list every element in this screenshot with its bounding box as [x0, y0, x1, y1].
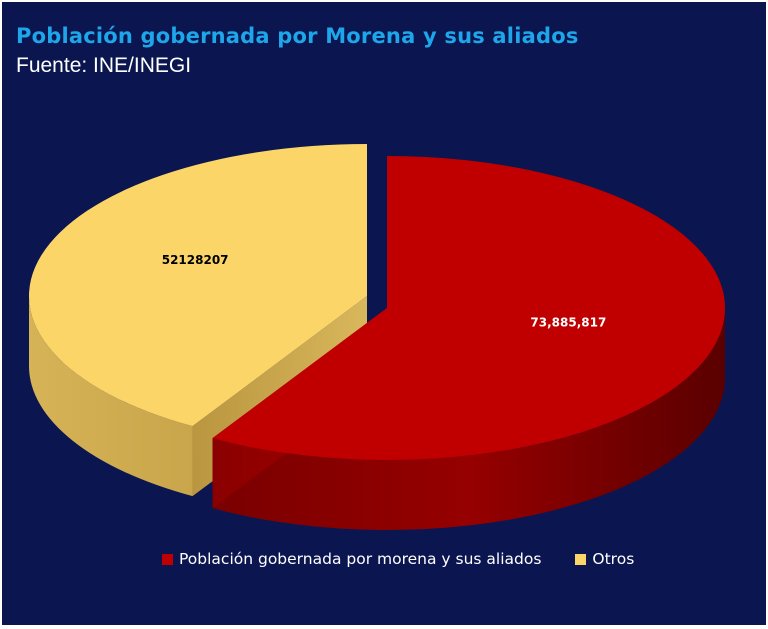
slice-otros-side [29, 296, 193, 497]
legend-swatch-morena [162, 553, 173, 565]
data-label-morena: 73,885,817 [530, 315, 606, 329]
legend-swatch-otros [575, 553, 587, 565]
legend-item-morena: Población gobernada por morena y sus ali… [162, 550, 541, 568]
slice-morena-side [212, 308, 726, 530]
slice-morena [212, 156, 725, 460]
chart-subtitle: Fuente: INE/INEGI [16, 54, 192, 77]
chart-title: Población gobernada por Morena y sus ali… [16, 24, 579, 48]
legend-item-otros: Otros [575, 550, 634, 568]
legend-label-morena: Población gobernada por morena y sus ali… [179, 550, 542, 568]
data-label-otros: 52128207 [162, 253, 229, 267]
slice-otros [29, 144, 368, 427]
legend-label-otros: Otros [592, 550, 635, 568]
chart-legend: Población gobernada por morena y sus ali… [162, 550, 668, 568]
